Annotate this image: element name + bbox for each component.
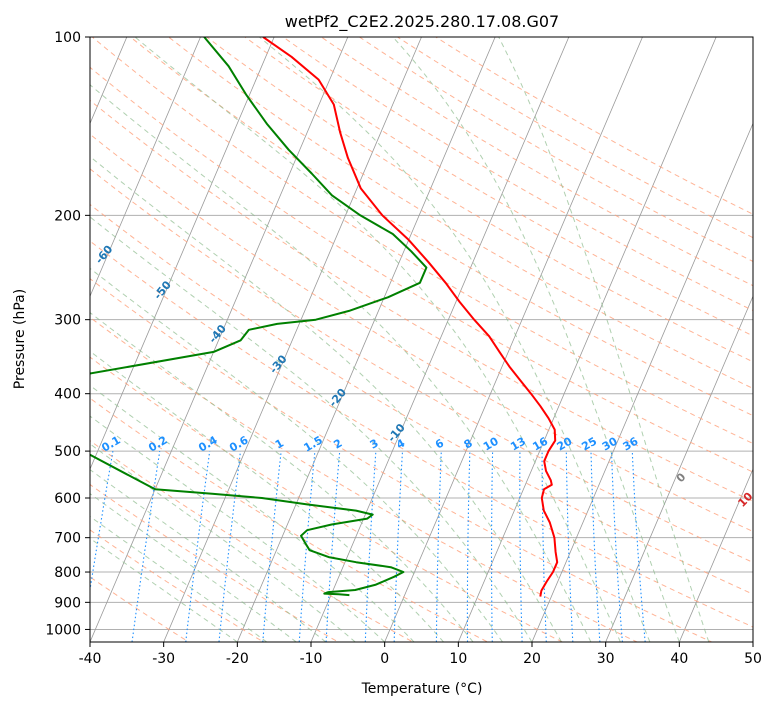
moist-adiabat-line xyxy=(90,84,592,642)
mixing-ratio-line xyxy=(262,451,282,642)
moist-adiabat-line xyxy=(90,493,297,642)
dry-adiabat-line xyxy=(90,576,190,642)
moist-adiabat-line xyxy=(392,37,680,642)
y-tick-label: 700 xyxy=(54,531,81,547)
mixing-ratio-line xyxy=(364,451,377,642)
x-tick-label: -30 xyxy=(152,651,175,667)
dry-adiabat-line xyxy=(90,397,489,642)
isotherm-line xyxy=(457,37,717,642)
moist-adiabat-line xyxy=(90,515,268,642)
y-tick-label: 900 xyxy=(54,595,81,611)
mixing-ratio-line xyxy=(218,451,242,642)
mixing-ratio-line xyxy=(393,451,404,642)
x-tick-label: 20 xyxy=(523,651,541,667)
y-tick-label: 100 xyxy=(54,30,81,46)
dry-adiabat-line xyxy=(90,316,639,642)
dry-adiabat-line xyxy=(90,483,340,642)
x-tick-label: 0 xyxy=(380,651,389,667)
y-tick-label: 600 xyxy=(54,491,81,507)
y-tick-label: 1000 xyxy=(45,622,81,638)
moist-adiabat-line xyxy=(90,469,327,642)
isotherm-line xyxy=(163,37,422,642)
dry-adiabat-line xyxy=(90,133,753,533)
dry-adiabat-label: -50 xyxy=(151,278,174,302)
isotherm-line xyxy=(90,37,349,642)
x-tick-label: 10 xyxy=(449,651,467,667)
dry-adiabat-line xyxy=(90,278,713,642)
moist-adiabat-line xyxy=(259,37,651,642)
isotherm-line xyxy=(531,122,753,642)
chart-title: wetPf2_C2E2.2025.280.17.08.G07 xyxy=(285,12,559,32)
moist-adiabat-line xyxy=(90,155,562,642)
y-tick-label: 200 xyxy=(54,208,81,224)
y-axis-title: Pressure (hPa) xyxy=(12,289,28,389)
x-tick-label: 50 xyxy=(744,651,762,667)
dry-adiabat-line xyxy=(91,37,753,445)
moist-adiabat-line xyxy=(90,350,444,642)
isotherm-line xyxy=(752,640,753,642)
mixing-ratio-label: 3 xyxy=(368,437,381,452)
dry-adiabat-label: -60 xyxy=(93,243,116,267)
x-tick-label: -20 xyxy=(226,651,249,667)
moist-adiabat-line xyxy=(90,216,533,642)
x-tick-label: -10 xyxy=(300,651,323,667)
dry-adiabat-line xyxy=(90,529,265,642)
y-tick-label: 800 xyxy=(54,565,81,581)
dry-adiabat-line xyxy=(90,356,564,642)
dry-adiabat-line xyxy=(90,168,753,563)
dry-adiabat-line xyxy=(90,203,753,595)
plot-frame xyxy=(89,36,754,643)
x-axis-title: Temperature (°C) xyxy=(361,681,483,697)
dry-adiabat-line xyxy=(282,37,753,312)
x-tick-label: -40 xyxy=(79,651,102,667)
moist-adiabat-label: 0 xyxy=(674,470,689,485)
mixing-ratio-line xyxy=(435,451,442,642)
moist-adiabat-line xyxy=(90,537,238,642)
mixing-ratio-line xyxy=(590,451,601,642)
dry-adiabat-line xyxy=(90,240,753,628)
dry-adiabat-label: -80 xyxy=(0,144,11,168)
isotherm-line xyxy=(310,37,570,642)
isotherm-line xyxy=(384,37,643,642)
isotherm-line xyxy=(605,295,753,642)
dry-adiabat-label: -40 xyxy=(206,322,229,346)
mixing-ratio-line xyxy=(185,451,211,642)
temperature-profile-line xyxy=(262,37,559,597)
x-tick-label: 30 xyxy=(597,651,615,667)
moist-adiabat-line xyxy=(498,37,710,642)
moist-adiabat-line xyxy=(90,311,474,642)
dry-adiabat-line xyxy=(358,37,753,263)
mixing-ratio-line xyxy=(565,451,574,642)
y-tick-label: 400 xyxy=(54,387,81,403)
isotherm-line xyxy=(236,37,496,642)
mixing-ratio-line xyxy=(90,451,114,594)
mixing-ratio-line xyxy=(490,451,494,642)
mixing-ratio-line xyxy=(298,451,316,642)
isotherm-line xyxy=(678,468,753,642)
dry-adiabat-line xyxy=(244,37,753,337)
mixing-ratio-line xyxy=(631,451,646,642)
mixing-ratio-label: 1 xyxy=(273,437,286,452)
mixing-ratio-label: 6 xyxy=(433,436,446,451)
y-tick-label: 300 xyxy=(54,313,81,329)
moist-adiabat-line xyxy=(90,415,386,642)
mixing-ratio-line xyxy=(466,451,471,642)
isotherm-line xyxy=(90,37,201,298)
dry-adiabat-line xyxy=(90,99,753,502)
dry-adiabat-line xyxy=(90,66,753,473)
dry-adiabat-line xyxy=(90,440,414,642)
dry-adiabat-label: -30 xyxy=(267,352,290,376)
dewpoint-profile-line xyxy=(90,37,428,597)
y-tick-label: 500 xyxy=(54,444,81,460)
x-tick-label: 40 xyxy=(670,651,688,667)
mixing-ratio-line xyxy=(131,451,161,642)
dry-adiabat-line xyxy=(129,37,753,417)
moist-adiabat-line xyxy=(90,443,356,642)
dry-adiabat-label: -10 xyxy=(385,421,408,445)
